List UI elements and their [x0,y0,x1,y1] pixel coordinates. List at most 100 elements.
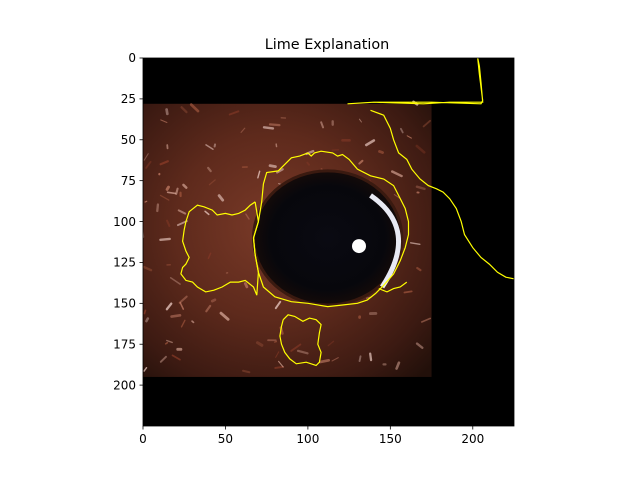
x-tick-label: 200 [461,432,484,446]
fur-streak [182,183,188,189]
fur-streak [331,357,339,362]
fur-streak [143,309,147,315]
fur-streak [170,313,182,318]
fur-streak [178,295,188,304]
fur-streak [393,193,400,199]
fur-streak [296,349,309,355]
x-tick-label: 100 [296,432,319,446]
fur-streak [306,161,311,166]
fur-streak [143,367,148,372]
y-tick-label: 25 [121,92,136,106]
fur-streak [180,319,186,328]
fur-streak [166,219,171,228]
fur-streak [275,351,280,358]
explanation-image [143,58,514,426]
fur-streak [409,242,421,245]
y-tick-label: 75 [121,174,136,188]
eye [251,169,404,307]
x-tick-label: 150 [379,432,402,446]
boundary-eye-lower-small [378,281,408,293]
y-tick-label: 175 [113,337,136,351]
fur-streak [164,341,169,345]
y-tick-label: 100 [113,215,136,229]
fur-streak [159,160,169,166]
fur-streak [204,210,210,216]
fur-streak [205,144,214,150]
fur-streak [180,106,188,114]
fur-streak [399,127,404,134]
fur-streak [268,123,281,127]
fur-streak [243,282,249,289]
boundaries [180,58,514,367]
fur-streak [276,168,284,174]
y-tick-label: 200 [113,378,136,392]
fur-streak [165,185,170,191]
fur-streak [255,341,264,347]
fur-streak [245,213,250,220]
fur-streak [415,144,426,154]
y-tick-label: 0 [128,51,136,65]
fur-streak [391,170,403,178]
fur-streak [415,342,424,350]
boundary-eye-region [252,150,410,308]
fur-streak [358,118,362,123]
fur-streak [274,365,284,369]
fur-streak [143,265,153,272]
fur-streak [145,317,150,323]
eye-reflection-rim [369,193,402,289]
fur-streak [242,369,251,374]
fur-streak [208,179,216,186]
fur-streak [262,126,275,130]
y-tick-label: 150 [113,297,136,311]
fur-streak [143,153,149,161]
fur-streak [175,187,179,195]
fur-streak [395,361,401,370]
fur-streak [159,355,167,363]
fur-streak [274,300,282,310]
fur-streak [358,355,362,363]
boundary-upper-right-region [347,58,484,105]
fur-streak [290,343,302,352]
fur-streak [378,150,384,154]
fur-streak [210,298,217,303]
fur-streak [191,320,195,324]
fur-streak [165,302,173,311]
fur-streak [217,194,225,202]
fur-streak [159,237,171,241]
fur-streak [415,185,426,191]
fur-streak [268,164,277,168]
fur-streak [207,252,212,260]
fur-streak [159,194,170,201]
fur-streak [156,203,160,213]
fur-streak [240,127,246,133]
fur-streak [358,159,364,165]
fur-streak [422,119,431,128]
eye-glint [352,239,367,254]
x-tick-label: 50 [218,432,233,446]
fur-streak [364,139,376,147]
fur-streak [369,352,373,362]
x-axis: 0 50 100 150 200 [139,426,484,446]
boundary-left-fur-region [180,201,260,296]
fur-streak [189,103,200,113]
fur-streak [320,121,325,129]
fur-streak [205,304,212,313]
fur-streak [169,276,181,285]
fur-streak [207,166,212,173]
fur-streak [144,200,148,203]
boundary-right-edge-region [370,109,514,280]
fur-streak [403,290,413,294]
y-tick-label: 125 [113,256,136,270]
fur-streak [406,135,412,139]
fur-streak [166,191,177,195]
fur-streak [278,360,284,368]
fur-streak [228,110,240,116]
fur-streak [171,354,181,361]
fur-streak [165,108,169,116]
fur-streak [166,339,173,344]
y-axis: 0 25 50 75 100 125 150 175 200 [113,51,143,392]
x-tick-label: 0 [139,432,147,446]
fur-streak [319,358,331,364]
chart-title: Lime Explanation [265,37,390,53]
